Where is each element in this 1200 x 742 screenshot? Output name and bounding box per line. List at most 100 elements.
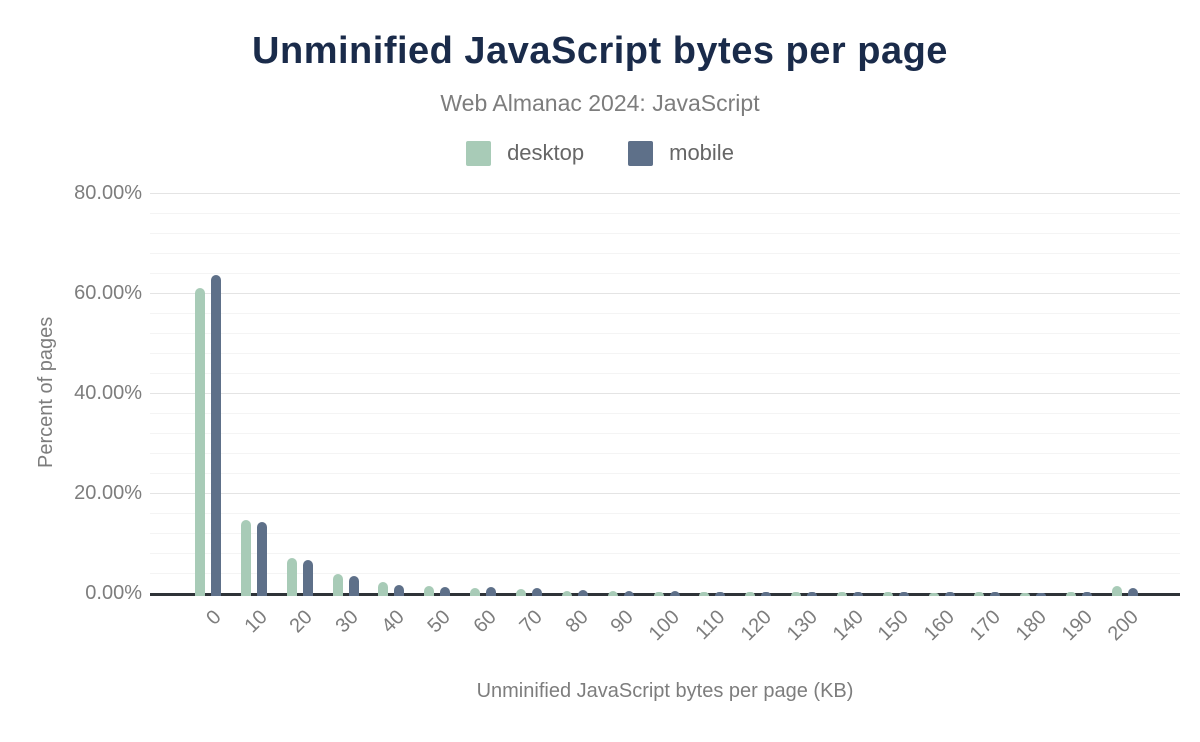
legend: desktop mobile (0, 140, 1200, 166)
bar-mobile-180 (1036, 592, 1047, 596)
x-tick-label: 120 (736, 606, 776, 646)
x-tick-label: 80 (561, 606, 593, 638)
bar-mobile-90 (623, 590, 634, 596)
bar-mobile-190 (1082, 592, 1093, 596)
x-tick-label: 160 (920, 606, 960, 646)
minor-gridline (150, 473, 1180, 474)
bar-desktop-80 (561, 590, 572, 596)
bar-mobile-60 (486, 587, 497, 596)
bar-desktop-150 (882, 592, 893, 596)
x-tick-label: 30 (331, 606, 364, 638)
minor-gridline (150, 453, 1180, 454)
major-gridline (150, 193, 1180, 194)
y-tick-label: 0.00% (85, 582, 142, 604)
bar-desktop-30 (332, 573, 343, 596)
chart-title: Unminified JavaScript bytes per page (252, 30, 948, 72)
bar-desktop-90 (607, 591, 618, 596)
legend-label-mobile: mobile (669, 140, 734, 165)
minor-gridline (150, 373, 1180, 374)
bar-mobile-120 (761, 591, 772, 596)
chart-subtitle: Web Almanac 2024: JavaScript (440, 90, 760, 116)
bar-desktop-50 (424, 586, 435, 596)
legend-label-desktop: desktop (507, 140, 585, 165)
bar-desktop-40 (378, 582, 389, 596)
y-tick-label: 80.00% (74, 182, 142, 204)
bar-desktop-20 (286, 557, 297, 596)
x-axis-title: Unminified JavaScript bytes per page (KB… (476, 680, 854, 702)
bar-mobile-150 (898, 592, 909, 596)
minor-gridline (150, 213, 1180, 214)
minor-gridline (150, 253, 1180, 254)
bar-desktop-120 (745, 592, 756, 596)
bar-mobile-70 (531, 588, 542, 596)
x-tick-label: 20 (285, 606, 318, 638)
x-tick-label: 200 (1103, 606, 1143, 646)
bar-desktop-200 (1112, 585, 1122, 596)
minor-gridline (150, 533, 1180, 534)
bar-desktop-130 (791, 592, 802, 596)
x-tick-label: 150 (874, 606, 914, 646)
bar-desktop-190 (1066, 592, 1077, 596)
x-tick-label: 40 (377, 606, 409, 638)
minor-gridline (150, 313, 1180, 314)
legend-swatch-mobile-icon (628, 140, 654, 166)
bar-desktop-10 (240, 519, 251, 596)
minor-gridline (150, 573, 1180, 574)
bar-desktop-140 (836, 592, 847, 596)
x-tick-label: 90 (606, 606, 639, 638)
bar-desktop-170 (974, 592, 985, 596)
x-tick-label: 180 (1011, 606, 1051, 646)
major-gridline (150, 393, 1180, 394)
x-tick-label: 100 (644, 606, 685, 646)
x-tick-label: 50 (423, 606, 455, 638)
x-tick-label: 10 (240, 606, 272, 638)
bar-mobile-40 (394, 584, 405, 596)
bar-desktop-160 (928, 592, 939, 596)
bar-desktop-60 (470, 587, 481, 596)
bar-desktop-100 (653, 591, 664, 596)
bar-mobile-130 (807, 592, 818, 596)
bar-mobile-170 (990, 592, 1001, 596)
bar-desktop-110 (699, 591, 710, 596)
bar-desktop-180 (1020, 592, 1031, 596)
bar-mobile-10 (256, 522, 267, 596)
bar-mobile-200 (1128, 588, 1138, 596)
bar-mobile-160 (944, 592, 955, 596)
minor-gridline (150, 353, 1180, 354)
minor-gridline (150, 513, 1180, 514)
y-tick-label: 40.00% (74, 382, 142, 404)
bar-mobile-80 (577, 589, 588, 596)
bar-mobile-30 (348, 576, 359, 596)
major-gridline (150, 493, 1180, 494)
bar-desktop-0 (195, 288, 205, 596)
bar-mobile-20 (302, 560, 313, 596)
minor-gridline (150, 433, 1180, 434)
y-tick-label: 20.00% (74, 482, 142, 504)
bar-mobile-140 (852, 592, 863, 596)
minor-gridline (150, 333, 1180, 334)
minor-gridline (150, 413, 1180, 414)
x-tick-label: 140 (828, 606, 868, 646)
x-tick-label: 130 (782, 606, 822, 646)
y-tick-label: 60.00% (74, 282, 142, 304)
x-tick-label: 190 (1057, 606, 1097, 646)
legend-item-mobile: mobile (628, 140, 734, 166)
bar-mobile-100 (669, 590, 680, 596)
minor-gridline (150, 233, 1180, 234)
minor-gridline (150, 273, 1180, 274)
x-tick-label: 70 (515, 606, 547, 638)
x-tick-label: 110 (691, 606, 730, 645)
bar-mobile-110 (715, 591, 726, 596)
minor-gridline (150, 553, 1180, 554)
bar-mobile-50 (440, 587, 451, 596)
bar-mobile-0 (211, 275, 221, 596)
major-gridline (150, 293, 1180, 294)
x-axis-line (150, 593, 1180, 596)
x-tick-label: 60 (469, 606, 501, 638)
x-tick-label: 0 (202, 606, 226, 630)
bar-desktop-70 (515, 589, 526, 596)
legend-item-desktop: desktop (466, 140, 584, 166)
legend-swatch-desktop-icon (466, 140, 492, 166)
y-axis-title: Percent of pages (35, 316, 57, 468)
